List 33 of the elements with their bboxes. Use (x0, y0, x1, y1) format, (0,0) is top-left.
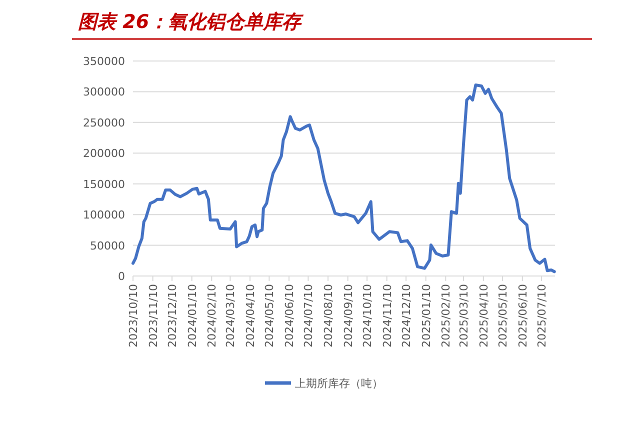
y-tick-label: 0 (118, 270, 125, 283)
x-tick-label: 2025/07/10 (536, 284, 549, 348)
y-tick-label: 150000 (83, 178, 125, 191)
x-tick-label: 2024/07/10 (302, 284, 316, 348)
x-tick-label: 2024/11/10 (380, 284, 394, 348)
x-tick-label: 2025/02/10 (440, 284, 453, 348)
x-tick-label: 2024/06/10 (283, 284, 296, 348)
line-series (132, 84, 556, 274)
y-tick-label: 250000 (83, 116, 125, 130)
x-tick-label: 2023/11/10 (146, 284, 160, 348)
x-tick-label: 2024/12/10 (400, 284, 414, 348)
x-tick-label: 2024/04/10 (244, 284, 258, 348)
x-tick-label: 2025/04/10 (477, 284, 490, 348)
x-tick-label: 2024/01/10 (186, 284, 199, 348)
x-tick-label: 2023/12/10 (166, 284, 180, 348)
legend-label: 上期所库存（吨） (295, 377, 383, 390)
x-tick-label: 2024/03/10 (224, 284, 238, 348)
x-tick-label: 2025/03/10 (458, 284, 471, 348)
x-tick-label: 2024/09/10 (342, 284, 355, 348)
x-tick-label: 2025/06/10 (516, 284, 530, 348)
x-tick-label: 2025/01/10 (420, 284, 433, 348)
y-tick-label: 100000 (83, 208, 125, 222)
y-tick-label: 50000 (90, 239, 125, 252)
x-tick-label: 2023/10/10 (127, 284, 140, 348)
chart-title: 图表 26：氧化铝仓单库存 (78, 11, 304, 33)
y-tick-label: 350000 (83, 55, 125, 68)
x-tick-label: 2024/05/10 (263, 284, 276, 348)
y-tick-label: 300000 (83, 86, 125, 99)
x-tick-label: 2024/08/10 (322, 284, 336, 348)
x-tick-label: 2024/10/10 (361, 284, 374, 348)
x-tick-label: 2024/02/10 (206, 284, 219, 348)
y-tick-label: 200000 (83, 147, 125, 160)
x-tick-label: 2025/05/10 (496, 284, 510, 348)
